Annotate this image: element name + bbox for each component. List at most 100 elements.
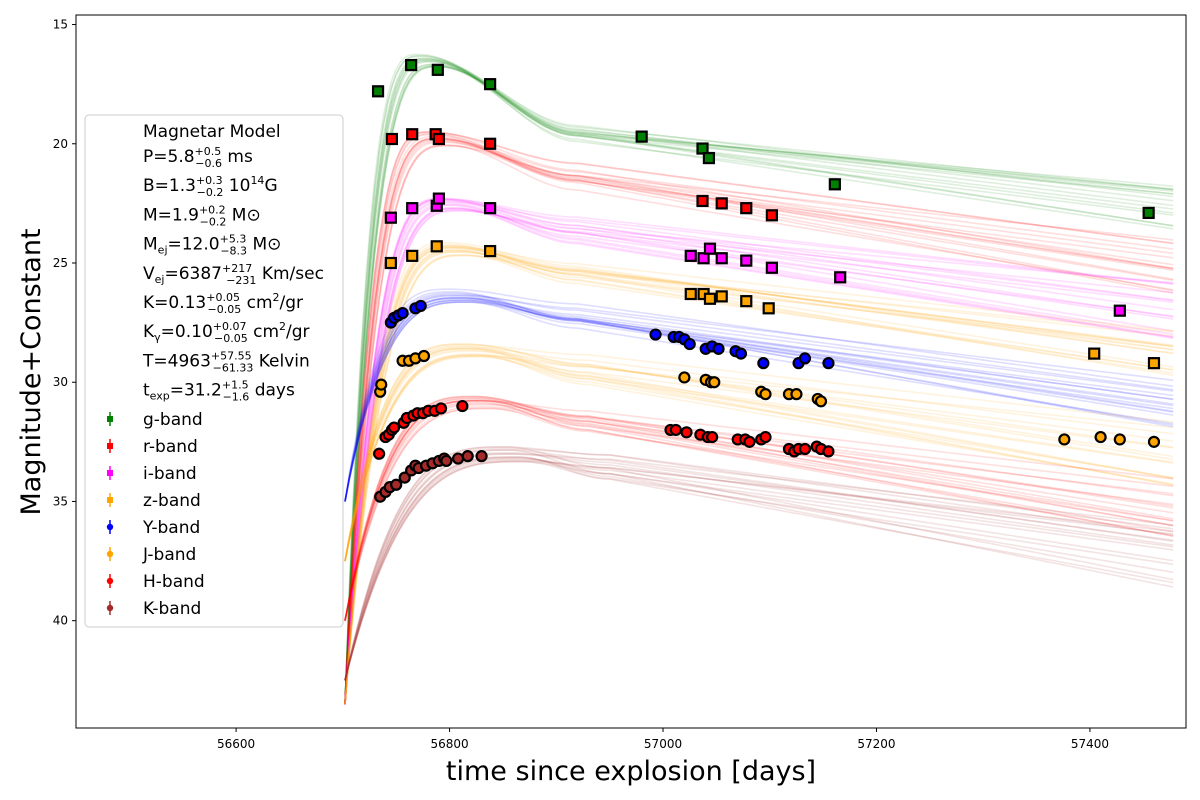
model-curve	[344, 446, 1174, 681]
data-point-circle	[759, 388, 772, 401]
model-curve	[344, 246, 1174, 705]
legend-label-r-band: r-band	[143, 437, 198, 457]
data-point-square	[828, 178, 841, 191]
data-point-square	[405, 58, 418, 72]
model-curve	[344, 247, 1174, 705]
model-curve	[344, 133, 1174, 705]
model-curve	[344, 200, 1174, 705]
model-curve	[344, 254, 1174, 705]
model-curve	[344, 402, 1174, 621]
y-tick-label: 15	[53, 18, 68, 32]
legend-param-B: B=1.3+0.3 −0.2 1014G	[143, 174, 278, 199]
legend-series: g-band r-band i-band z-band Y-band J-band H-ba…	[106, 410, 205, 619]
legend-param-texp: texp=31.2+1.5 −1.6 days	[143, 379, 295, 404]
legend-label-H-band: H-band	[143, 572, 205, 592]
data-point-circle	[649, 328, 662, 341]
model-curve	[344, 299, 1174, 502]
model-curve	[344, 137, 1174, 705]
data-point-circle	[390, 478, 403, 491]
data-point-square	[715, 197, 728, 210]
data-point-square	[765, 209, 778, 222]
data-point-square	[406, 202, 419, 215]
model-curve	[344, 57, 1174, 705]
model-curve	[344, 201, 1174, 705]
legend-marker-circle	[106, 550, 114, 558]
data-point-circle	[396, 306, 409, 320]
data-point-square	[432, 132, 445, 146]
legend: Magnetar Model P=5.8+0.5 −0.6 ms B=1.3+0.3…	[84, 114, 344, 628]
model-curve	[344, 407, 1174, 621]
model-curve	[344, 61, 1174, 705]
data-point-square	[371, 85, 385, 98]
data-point-circle	[1147, 435, 1161, 448]
model-curve	[344, 407, 1174, 621]
data-point-circle	[683, 337, 696, 351]
data-point-circle	[712, 342, 725, 355]
model-curve	[344, 293, 1174, 502]
data-point-circle	[417, 349, 431, 363]
model-curve	[344, 344, 1174, 562]
model-curve	[344, 347, 1174, 562]
model-curve	[344, 131, 1174, 705]
legend-label-g-band: g-band	[143, 410, 203, 430]
model-curve	[344, 253, 1174, 705]
model-curve	[344, 349, 1174, 562]
legend-label-K-band: K-band	[143, 599, 201, 619]
model-curve	[344, 53, 1174, 705]
model-curve	[344, 207, 1174, 705]
legend-param-T: T=4963+57.55 −61.33 Kelvin	[142, 349, 310, 374]
model-curve	[344, 137, 1174, 705]
model-curve	[344, 247, 1174, 705]
data-point-square	[484, 137, 497, 150]
model-curve	[344, 60, 1174, 705]
model-curve	[344, 208, 1174, 705]
data-point-circle	[669, 423, 682, 437]
data-point-square	[1147, 357, 1161, 370]
data-point-square	[384, 256, 397, 270]
data-point-circle	[440, 454, 453, 468]
data-points	[371, 58, 1161, 503]
data-point-square	[684, 249, 697, 262]
data-point-circle	[1058, 433, 1071, 446]
model-curve	[344, 395, 1174, 621]
data-point-circle	[798, 352, 812, 365]
model-curve	[344, 399, 1174, 621]
data-point-circle	[434, 402, 448, 415]
legend-label-z-band: z-band	[143, 491, 201, 511]
legend-marker-circle	[106, 604, 114, 612]
model-curve	[344, 131, 1174, 705]
model-curve	[344, 60, 1174, 705]
model-curve	[344, 297, 1174, 502]
data-point-square	[703, 292, 717, 305]
data-point-square	[1113, 304, 1126, 317]
model-curve	[344, 66, 1174, 705]
data-point-square	[406, 249, 419, 262]
model-curve	[344, 198, 1174, 705]
data-point-square	[834, 271, 847, 284]
y-axis-label: Magnitude+Constant	[16, 228, 47, 515]
model-curve	[344, 139, 1174, 705]
model-curve	[344, 288, 1174, 502]
model-curve	[344, 65, 1174, 705]
model-curve	[344, 58, 1174, 705]
y-tick-label: 40	[53, 614, 68, 628]
legend-marker-square	[107, 497, 113, 503]
model-curve	[344, 57, 1174, 705]
model-curve	[344, 244, 1174, 705]
model-curve	[344, 254, 1174, 705]
model-curve	[344, 133, 1174, 705]
legend-param-K: K=0.13+0.05 −0.05 cm2/gr	[143, 291, 303, 316]
model-curve	[344, 461, 1174, 681]
model-curve	[344, 400, 1174, 621]
data-point-square	[406, 128, 419, 141]
model-curve	[344, 296, 1174, 502]
legend-parameters: P=5.8+0.5 −0.6 ms B=1.3+0.3 −0.2 1014G M=1.9…	[142, 145, 324, 404]
model-curve	[344, 460, 1174, 681]
model-curve	[344, 355, 1174, 562]
legend-param-Vej: Vej=6387+217 −231 Km/sec	[143, 262, 324, 287]
model-curve	[344, 395, 1174, 621]
legend-marker-square	[107, 416, 113, 422]
model-curve	[344, 460, 1174, 681]
x-tick-label: 56600	[217, 737, 255, 751]
